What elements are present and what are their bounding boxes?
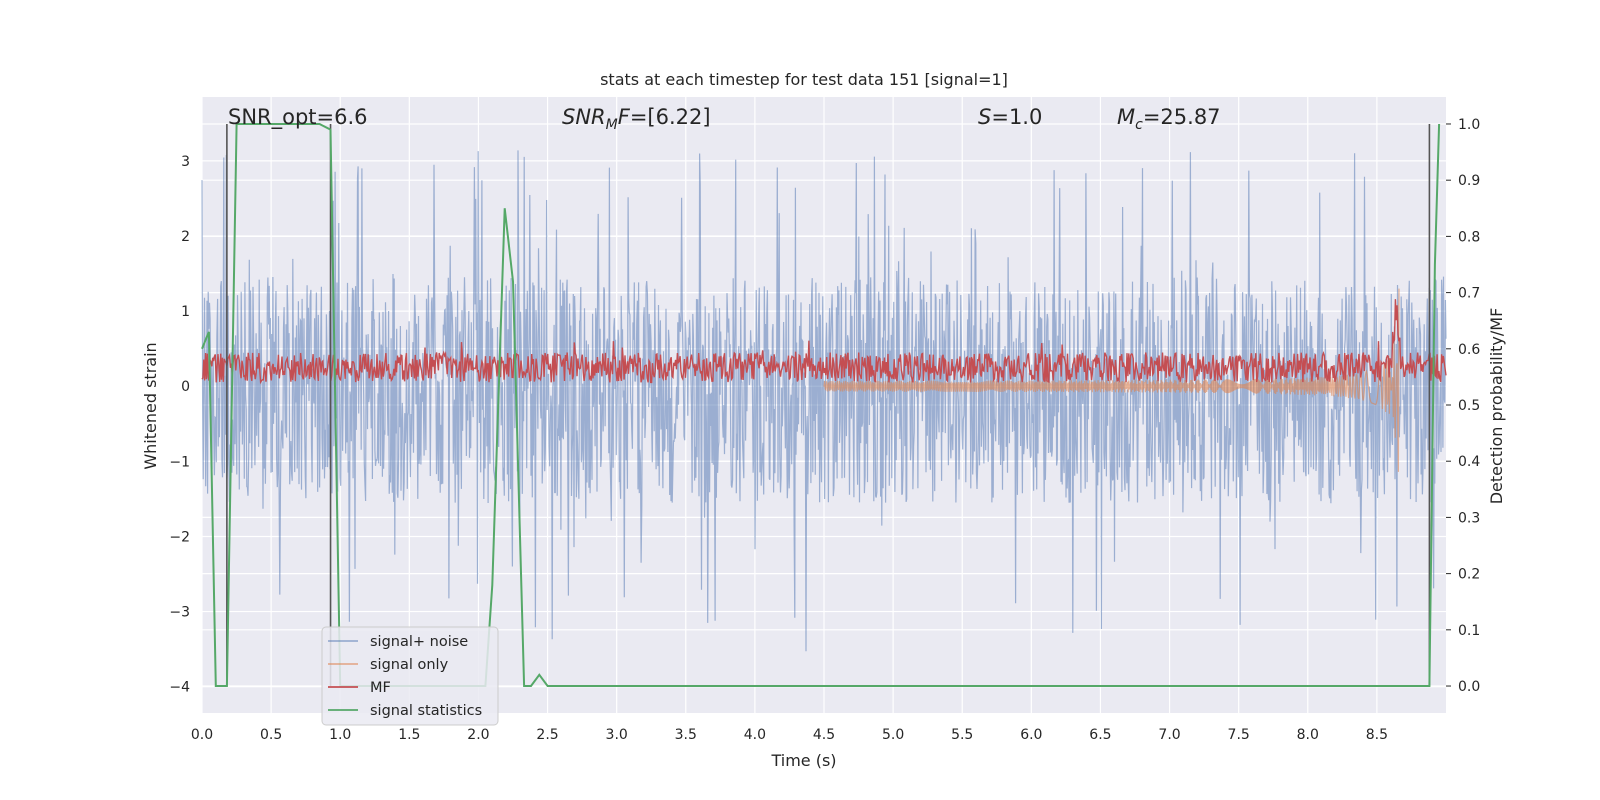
y-tick-label: 2 [181,229,190,245]
y2-tick-label: 0.0 [1458,679,1480,695]
y-tick-label: 3 [181,154,190,170]
annotation-s-value: =1.0 [991,105,1042,129]
x-tick-label: 0.0 [191,727,213,743]
y2-tick-label: 0.3 [1458,510,1480,526]
legend-box [321,626,499,726]
annotation-mc-value: =25.87 [1143,105,1221,129]
annotation-snr-mf-symbol2: F [618,105,631,129]
x-tick-label: 5.0 [882,727,904,743]
y-axis-label: Whitened strain [141,342,160,469]
x-tick-label: 7.5 [1228,727,1250,743]
series-signal-only [823,288,1400,472]
vertical-markers [226,123,1431,687]
x-tick-label: 3.5 [675,727,697,743]
x-tick-label: 3.0 [606,727,628,743]
x-tick-label: 7.0 [1158,727,1180,743]
x-tick-label: 2.0 [467,727,489,743]
y-tick-label: 0 [181,379,190,395]
x-axis-label: Time (s) [770,751,836,770]
annotation-s-symbol: S [978,105,991,129]
y-tick-label: −3 [169,605,190,621]
series-signal-noise [201,150,1447,652]
x-tick-label: 1.5 [398,727,420,743]
y2-tick-label: 0.5 [1458,398,1480,414]
tick-labels: 0.0 0.5 1.0 1.5 2.0 2.5 3.0 3.5 4.0 4.5 5.0 5.5 6.0 6… [169,117,1480,743]
annotation-snr-opt: SNR_opt=6.6 [228,105,368,130]
x-tick-label: 5.5 [951,727,973,743]
x-tick-label: 2.5 [536,727,558,743]
series-mf [201,299,1447,385]
y-tick-label: 1 [181,304,190,320]
annotation-mc-symbol: M [1117,105,1135,129]
x-tick-label: 0.5 [260,727,282,743]
annotations: SNR_opt=6.6 SNRMF=[6.22] S=1.0 Mc=25.87 [228,105,1221,133]
annotation-mc: Mc=25.87 [1117,105,1221,133]
x-tick-label: 6.5 [1089,727,1111,743]
annotation-mc-subscript: c [1135,117,1143,133]
y2-tick-label: 1.0 [1458,117,1480,133]
y2-tick-label: 0.4 [1458,454,1480,470]
x-tick-label: 6.0 [1020,727,1042,743]
legend-label-signal-statistics: signal statistics [370,703,482,719]
y-tick-label: −1 [169,454,190,470]
signal-only-line [823,288,1400,472]
y2-tick-label: 0.6 [1458,342,1480,358]
legend-label-mf: MF [370,680,391,696]
signal-noise-line [201,150,1447,652]
mf-line [201,299,1447,385]
annotation-snr-mf-subscript: M [606,117,618,133]
annotation-snr-mf-value: =[6.22] [630,105,711,129]
annotation-snr-mf: SNRMF=[6.22] [562,105,711,133]
x-tick-label: 4.0 [744,727,766,743]
legend-label-signal-noise: signal+ noise [370,634,468,650]
y2-tick-label: 0.7 [1458,286,1480,302]
y-tick-label: −4 [169,680,190,696]
x-tick-label: 4.5 [813,727,835,743]
y2-axis-label: Detection probability/MF [1487,308,1506,505]
y2-tick-label: 0.9 [1458,173,1480,189]
y2-tick-label: 0.1 [1458,623,1480,639]
legend: signal+ noise signal only MF signal stat… [321,626,499,726]
x-tick-label: 8.0 [1297,727,1319,743]
y2-tick-label: 0.2 [1458,567,1480,583]
y2-tick-label: 0.8 [1458,229,1480,245]
x-tick-label: 1.0 [329,727,351,743]
x-tick-label: 8.5 [1366,727,1388,743]
annotation-s: S=1.0 [978,105,1042,129]
annotation-snr-mf-symbol: SNR [562,105,606,129]
chart-title: stats at each timestep for test data 151… [600,70,1008,89]
legend-label-signal-only: signal only [370,657,449,673]
y-tick-label: −2 [169,529,190,545]
